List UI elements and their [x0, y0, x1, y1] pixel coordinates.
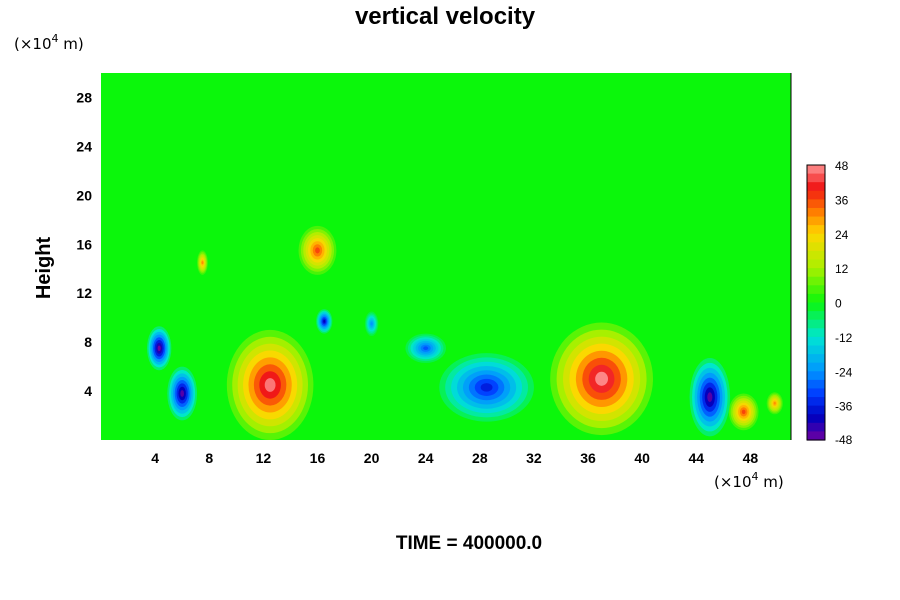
- colorbar-tick-label: 12: [835, 262, 849, 276]
- colorbar-swatch: [807, 302, 825, 312]
- x-tick-label: 36: [580, 450, 596, 466]
- updraft-cell: [550, 322, 654, 436]
- x-tick-label: 20: [364, 450, 380, 466]
- downdraft-contour: [480, 383, 493, 392]
- updraft-contour: [741, 409, 746, 415]
- colorbar-swatch: [807, 259, 825, 269]
- x-tick-label: 32: [526, 450, 542, 466]
- updraft-contour: [315, 247, 320, 254]
- downdraft-contour: [157, 345, 161, 352]
- updraft-contour: [201, 261, 204, 265]
- y-axis-ticks: 4 8 12 16 20 24 28: [76, 89, 92, 399]
- x-tick-label: 8: [205, 450, 213, 466]
- colorbar-swatch: [807, 190, 825, 200]
- colorbar-swatch: [807, 362, 825, 372]
- colorbar-swatch: [807, 414, 825, 424]
- colorbar: [806, 164, 826, 441]
- colorbar-swatch: [807, 422, 825, 433]
- heatmap-plot-area: [101, 73, 792, 441]
- colorbar-ticks: 48 36 24 12 0 -12 -24 -36 -48: [835, 159, 853, 447]
- downdraft-contour: [180, 390, 185, 397]
- colorbar-swatch: [807, 431, 825, 441]
- y-tick-label: 12: [76, 285, 92, 301]
- colorbar-swatch: [807, 207, 825, 218]
- colorbar-border: [806, 164, 826, 441]
- y-axis-label: Height: [33, 237, 55, 300]
- updraft-contour: [264, 378, 276, 392]
- y-tick-label: 28: [76, 89, 92, 105]
- x-tick-label: 16: [310, 450, 326, 466]
- time-label: TIME = 400000.0: [396, 533, 542, 554]
- colorbar-tick-label: -48: [835, 433, 853, 447]
- x-axis-unit: (×104 m): [714, 470, 784, 491]
- colorbar-swatch: [807, 328, 825, 338]
- downdraft-cell: [316, 309, 333, 334]
- colorbar-swatch: [807, 319, 825, 329]
- colorbar-swatch: [807, 379, 825, 390]
- colorbar-swatch: [807, 276, 825, 286]
- downdraft-cell: [405, 333, 446, 363]
- colorbar-swatch: [807, 165, 825, 175]
- y-tick-label: 4: [84, 383, 92, 399]
- colorbar-swatch: [807, 250, 825, 261]
- updraft-contour: [595, 371, 609, 386]
- colorbar-swatch: [807, 233, 825, 243]
- colorbar-swatch: [807, 405, 825, 415]
- y-axis-unit: (×104 m): [14, 32, 84, 53]
- updraft-cell: [197, 250, 208, 275]
- downdraft-cell: [439, 353, 534, 422]
- colorbar-swatch: [807, 336, 825, 347]
- x-tick-label: 48: [743, 450, 759, 466]
- colorbar-tick-label: 24: [835, 228, 849, 242]
- updraft-cell: [766, 392, 783, 415]
- colorbar-swatch: [807, 225, 825, 235]
- updraft-cell: [226, 329, 314, 441]
- y-tick-label: 20: [76, 187, 92, 203]
- x-tick-label: 4: [151, 450, 159, 466]
- colorbar-swatch: [807, 285, 825, 295]
- downdraft-cell: [689, 358, 731, 437]
- downdraft-cell: [167, 366, 198, 421]
- colorbar-swatch: [807, 293, 825, 304]
- colorbar-swatch: [807, 397, 825, 407]
- x-tick-label: 40: [634, 450, 650, 466]
- downdraft-cell: [147, 326, 172, 371]
- colorbar-tick-label: -12: [835, 331, 853, 345]
- x-tick-label: 24: [418, 450, 434, 466]
- downdraft-contour: [707, 392, 713, 403]
- colorbar-tick-label: 36: [835, 193, 849, 207]
- updraft-cell: [728, 393, 759, 431]
- colorbar-swatch: [807, 242, 825, 252]
- x-axis-ticks: 4 8 12 16 20 24 28 32 36 40 44 48: [151, 450, 758, 466]
- chart-title: vertical velocity: [355, 3, 536, 30]
- heatmap-features: [147, 225, 783, 441]
- colorbar-tick-label: -24: [835, 365, 853, 379]
- colorbar-tick-label: 0: [835, 297, 842, 311]
- colorbar-swatch: [807, 371, 825, 381]
- y-tick-label: 16: [76, 236, 92, 252]
- colorbar-swatch: [807, 345, 825, 355]
- colorbar-swatch: [807, 216, 825, 226]
- colorbar-swatch: [807, 268, 825, 278]
- downdraft-cell: [364, 311, 379, 337]
- x-tick-label: 28: [472, 450, 488, 466]
- downdraft-contour: [423, 346, 429, 351]
- updraft-cell: [298, 225, 337, 275]
- x-tick-label: 12: [256, 450, 272, 466]
- y-tick-label: 24: [76, 138, 92, 154]
- colorbar-swatch: [807, 182, 825, 192]
- downdraft-contour: [370, 322, 373, 326]
- updraft-contour: [773, 401, 776, 405]
- colorbar-swatch: [807, 388, 825, 398]
- colorbar-swatch: [807, 199, 825, 209]
- downdraft-contour: [323, 319, 326, 323]
- colorbar-tick-label: -36: [835, 400, 853, 414]
- y-tick-label: 8: [84, 334, 92, 350]
- colorbar-swatch: [807, 354, 825, 364]
- colorbar-swatch: [807, 311, 825, 321]
- colorbar-tick-label: 48: [835, 159, 849, 173]
- colorbar-swatch: [807, 173, 825, 183]
- x-tick-label: 44: [689, 450, 705, 466]
